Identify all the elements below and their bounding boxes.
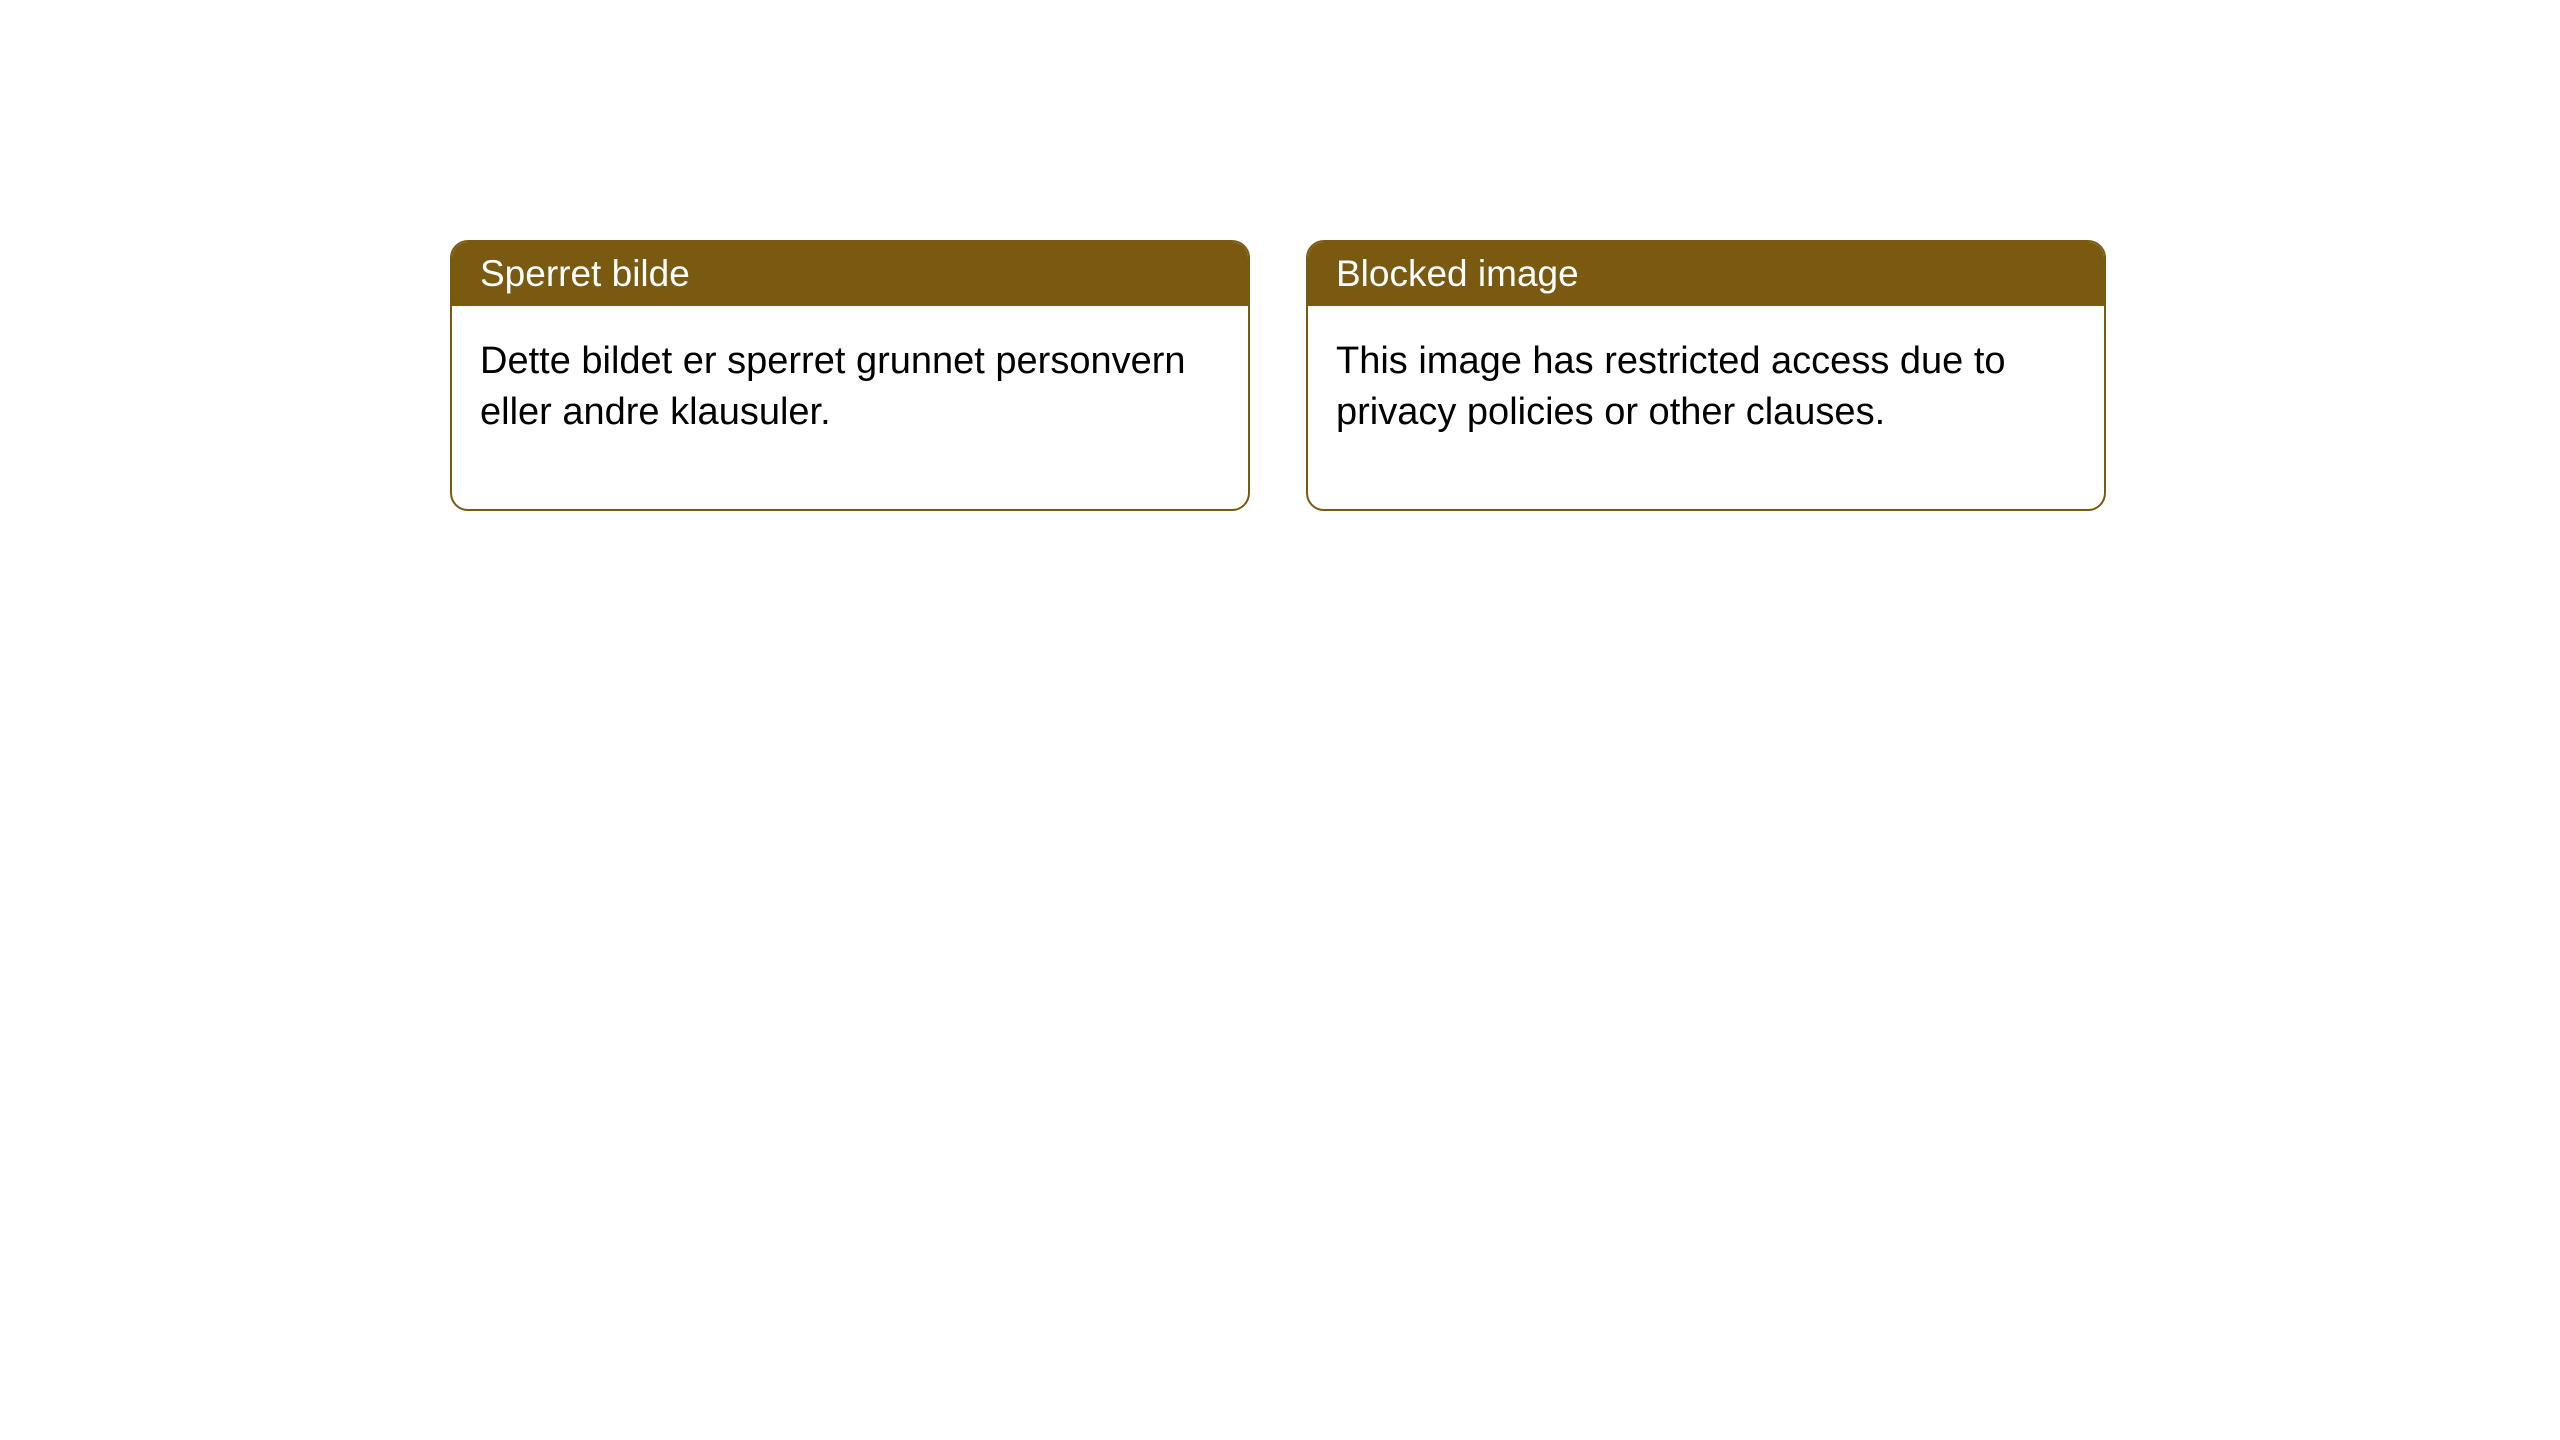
card-body-no: Dette bildet er sperret grunnet personve… xyxy=(452,306,1248,509)
card-header-en: Blocked image xyxy=(1308,242,2104,306)
card-header-no: Sperret bilde xyxy=(452,242,1248,306)
card-body-en: This image has restricted access due to … xyxy=(1308,306,2104,509)
blocked-image-card-en: Blocked image This image has restricted … xyxy=(1306,240,2106,511)
cards-container: Sperret bilde Dette bildet er sperret gr… xyxy=(450,240,2106,511)
blocked-image-card-no: Sperret bilde Dette bildet er sperret gr… xyxy=(450,240,1250,511)
